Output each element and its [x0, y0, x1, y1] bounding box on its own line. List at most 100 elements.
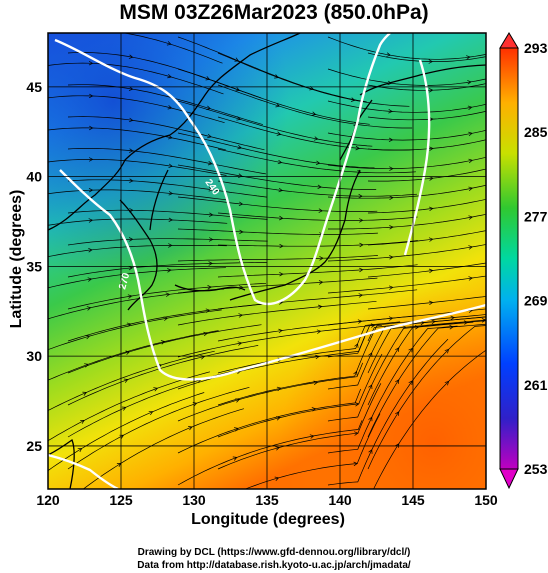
- y-tick-label: 25: [26, 438, 42, 454]
- streamline-arrow: [237, 341, 243, 346]
- streamline: [177, 228, 378, 235]
- streamline-arrow: [127, 294, 133, 299]
- streamline: [217, 353, 383, 438]
- streamline-arrow: [275, 103, 281, 108]
- streamline: [48, 62, 224, 95]
- colorbar-tick-label: 269: [524, 293, 548, 309]
- streamline-arrow: [88, 247, 93, 253]
- streamline: [177, 337, 365, 390]
- streamline-arrow: [395, 443, 400, 448]
- streamline: [367, 52, 486, 62]
- coastlines: [48, 33, 486, 489]
- streamline: [177, 196, 378, 212]
- streamline-arrow: [350, 97, 356, 102]
- streamline: [327, 338, 449, 486]
- streamline-arrow: [408, 380, 413, 385]
- streamline-arrow: [80, 420, 85, 424]
- streamline-arrow: [207, 133, 212, 139]
- streamline-arrow: [274, 74, 279, 79]
- colorbar-tick-label: 261: [524, 377, 548, 393]
- streamline-arrow: [408, 347, 413, 353]
- streamline-arrow: [353, 461, 358, 467]
- streamline: [177, 420, 363, 486]
- streamline-arrow: [368, 416, 373, 422]
- streamline: [67, 365, 255, 438]
- streamline-arrow: [389, 255, 394, 260]
- streamline: [244, 413, 381, 489]
- streamline: [177, 255, 378, 262]
- streamline-arrow: [358, 193, 363, 199]
- streamline-arrow: [88, 125, 94, 131]
- streamline-arrow: [88, 187, 94, 193]
- streamline-arrow: [279, 243, 284, 249]
- streamline-arrow: [388, 137, 394, 143]
- streamline-arrow: [167, 105, 173, 110]
- y-tick-label: 35: [26, 258, 42, 274]
- streamline: [367, 320, 486, 406]
- streamline: [367, 323, 486, 438]
- streamline-arrow: [235, 87, 241, 92]
- streamline: [327, 156, 486, 170]
- streamline-arrow: [236, 116, 241, 121]
- streamline-arrow: [208, 212, 214, 217]
- streamline-arrow: [368, 449, 373, 454]
- streamline-arrow: [88, 93, 94, 99]
- streamline-arrow: [319, 256, 324, 261]
- streamline-arrow: [121, 406, 127, 411]
- streamline-arrow: [428, 206, 434, 211]
- streamline: [48, 267, 226, 289]
- streamline: [367, 296, 486, 310]
- streamline-arrow: [128, 86, 134, 91]
- x-tick-label: 125: [109, 492, 133, 508]
- streamline-arrow: [309, 434, 315, 439]
- streamline-arrow: [414, 325, 420, 330]
- streamline: [177, 362, 364, 422]
- streamline: [328, 213, 486, 230]
- streamline: [327, 275, 486, 294]
- streamline: [217, 383, 382, 470]
- streamline-arrow: [353, 370, 358, 376]
- streamline-arrow: [234, 57, 240, 62]
- streamline-arrow: [316, 329, 322, 334]
- streamline-arrow: [357, 319, 363, 324]
- streamline: [48, 350, 215, 411]
- streamline: [367, 139, 486, 151]
- plot-frame: [47, 32, 487, 490]
- colorbar-tick-label: 253: [524, 461, 548, 477]
- streamline: [177, 324, 376, 358]
- streamline-arrow: [387, 80, 393, 86]
- streamline: [48, 371, 210, 442]
- streamline-arrow: [274, 476, 280, 481]
- streamline-arrow: [428, 300, 434, 305]
- streamline: [367, 325, 486, 470]
- streamline: [177, 132, 375, 169]
- streamline: [367, 319, 486, 374]
- streamline-arrow: [359, 218, 364, 223]
- streamline-arrow: [468, 245, 473, 250]
- streamline-arrow: [277, 159, 283, 165]
- streamline-arrow: [129, 178, 134, 183]
- streamline-arrow: [123, 378, 129, 383]
- streamline-arrow: [128, 237, 134, 242]
- streamline: [367, 262, 486, 278]
- streamline-arrow: [358, 293, 364, 298]
- streamline: [327, 244, 486, 262]
- x-tick-label: 135: [255, 492, 279, 508]
- streamline-arrow: [450, 315, 455, 320]
- y-tick-label: 40: [26, 169, 42, 185]
- streamline: [177, 164, 377, 190]
- streamline: [67, 282, 267, 310]
- streamline-arrow: [153, 387, 159, 392]
- streamline: [367, 110, 486, 121]
- streamline-arrow: [388, 285, 394, 290]
- streamline-arrow: [208, 261, 213, 266]
- streamline: [217, 321, 401, 374]
- streamline-arrow: [354, 431, 359, 436]
- streamline-arrow: [389, 225, 394, 230]
- streamline-arrow: [278, 187, 284, 193]
- credit-data: Data from http://database.rish.kyoto-u.a…: [137, 560, 411, 571]
- streamline-arrow: [389, 195, 394, 201]
- streamline-arrow: [368, 384, 373, 390]
- streamline-arrow: [238, 173, 243, 178]
- streamline-arrow: [463, 320, 469, 325]
